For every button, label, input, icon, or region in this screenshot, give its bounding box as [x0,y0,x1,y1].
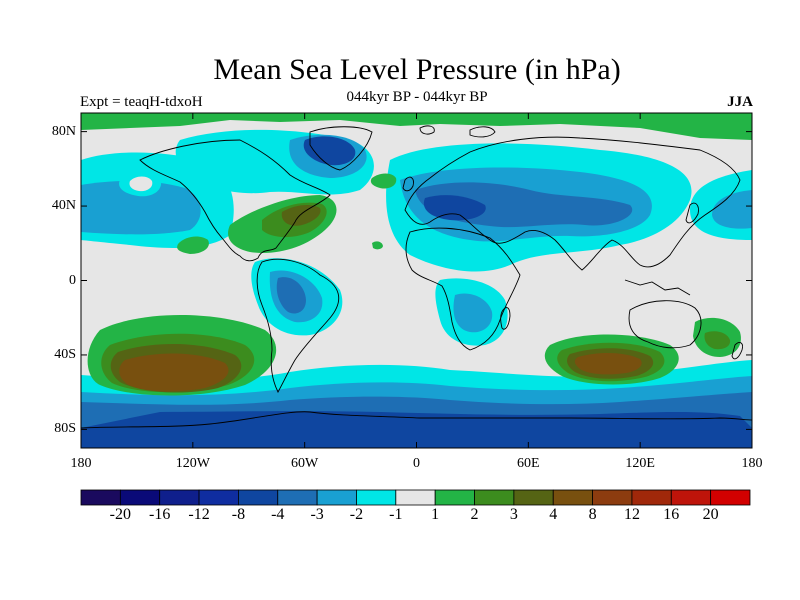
lon-label: 180 [70,456,92,471]
map-subtitle: 044kyr BP - 044kyr BP [346,89,488,105]
contour-labrador-small-positive [370,173,397,189]
colorbar-label: 1 [431,506,440,523]
colorbar-box [316,489,357,506]
colorbar-box [434,489,475,506]
colorbar-box [670,489,712,506]
colorbar-box [119,489,161,506]
colorbar-box [710,489,751,506]
coastlines [81,125,752,429]
experiment-label: Expt = teaqH-tdxoH [80,94,203,110]
colorbar-label: -8 [231,506,246,523]
lon-label: 60W [291,456,319,471]
lon-label: 120W [175,456,210,471]
colorbar-box [513,489,554,506]
lat-label: 80N [51,123,76,139]
colorbar-box [631,489,672,506]
colorbar-boxes [80,489,751,506]
colorbar-label: 20 [702,506,719,523]
colorbar-label: -1 [389,506,403,523]
contour-south-america-deep [276,277,306,314]
coast-antarctica [81,411,752,429]
colorbar-box [552,489,593,506]
colorbar-box [592,489,633,506]
lon-label: 180 [741,456,763,471]
contour-greenland-low [303,136,356,166]
contour-pacific-small-positive [177,236,209,254]
coast-new-zealand [731,342,743,360]
contour-arctic-positive [81,113,752,140]
colorbar-label: -12 [188,506,210,523]
colorbar-label: -20 [109,506,131,523]
colorbar-label: 2 [470,506,479,523]
colorbar-box [277,489,318,506]
contour-indian-ocean-high [574,353,642,375]
colorbar-box [198,489,239,506]
colorbar-box [159,489,200,506]
contour-east-pacific-mid [712,190,752,229]
coast-svalbard [419,125,435,135]
lon-label: 120E [625,456,655,471]
lat-label: 40S [54,346,76,362]
colorbar-box [238,489,279,506]
colorbar-label: 8 [588,506,597,523]
axis-ticks [80,113,753,448]
contour-tasman-3 [704,331,731,350]
coast-north-america [139,139,331,262]
contour-atlantic-small-positive [372,241,383,250]
contour-atlantic-high [281,204,321,226]
map-plot-area [81,113,752,448]
colorbar-box [80,489,121,506]
coast-south-america [256,258,340,393]
coast-madagascar [500,307,511,330]
contour-south-pacific-high [119,353,229,392]
colorbar-label: -16 [149,506,171,523]
colorbar-label: -2 [349,506,364,523]
lat-label: 0 [69,272,76,288]
contour-pacific-loop-inner [129,176,153,192]
coast-africa [405,227,521,351]
map-title: Mean Sea Level Pressure (in hPa) [213,53,621,86]
colorbar-label: 12 [623,506,640,523]
colorbar-label: 3 [509,506,518,523]
contour-europe-low [423,195,486,221]
colorbar-box [474,489,515,506]
lat-label: 40N [51,198,76,214]
colorbar-label: 16 [663,506,680,523]
colorbar-label: 4 [549,506,558,523]
season-label: JJA [727,94,753,110]
coast-japan [685,202,699,224]
coast-arctic-islands [469,126,496,138]
lon-label: 0 [413,456,420,471]
colorbar-label: -4 [271,506,285,523]
lon-label: 60E [517,456,540,471]
contour-africa-mid [453,293,493,333]
colorbar-box [395,489,436,506]
lat-label: 80S [54,421,76,437]
colorbar-box [356,489,397,506]
coast-indonesia [624,279,691,296]
coast-australia [628,300,702,349]
contour-north-pacific-mid [81,180,201,235]
coast-uk [402,176,414,192]
contour-antarctic-low [81,411,752,448]
colorbar-label: -3 [310,506,324,523]
coast-greenland [309,126,373,171]
